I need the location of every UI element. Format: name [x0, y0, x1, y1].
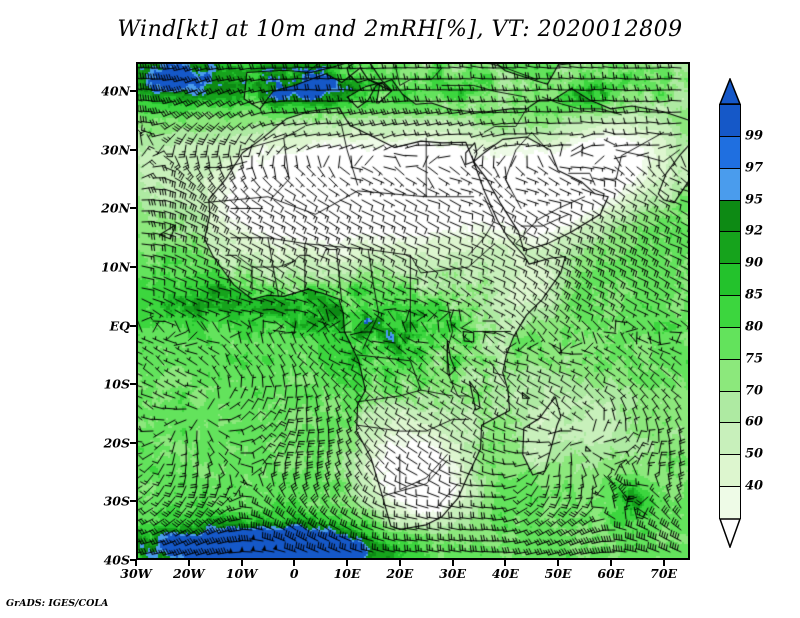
colorbar-segment: [719, 390, 741, 424]
lon-tick: [293, 560, 296, 566]
lon-tick: [346, 560, 349, 566]
lon-tick: [187, 560, 190, 566]
lon-tick-label: 40E: [491, 566, 519, 581]
lat-tick-label: 10N: [101, 259, 130, 275]
colorbar-segment: [719, 422, 741, 456]
lon-tick-label: 50E: [544, 566, 572, 581]
lon-tick-label: 20W: [173, 566, 205, 581]
colorbar-segment: [719, 454, 741, 488]
colorbar[interactable]: 99 97 95 92 90 85 80 75 70 60 50 40: [718, 76, 763, 550]
chart-title: Wind[kt] at 10m and 2mRH[%], VT: 2020012…: [117, 17, 683, 42]
colorbar-tick-label: 75: [745, 351, 764, 367]
lat-tick: [130, 266, 136, 269]
colorbar-segment: [719, 199, 741, 233]
latitude-axis: 40N 30N 20N 10N EQ 10S 20S 30S 40S: [78, 62, 130, 568]
colorbar-segment: [719, 231, 741, 265]
lat-tick-label: 40N: [101, 83, 130, 99]
lat-tick-label: 20S: [103, 435, 130, 451]
lon-tick-label: 10E: [333, 566, 361, 581]
lat-tick-label: 30S: [103, 493, 130, 509]
colorbar-tick-label: 92: [745, 223, 764, 239]
lat-tick: [130, 383, 136, 386]
lat-tick-label: 30N: [101, 142, 130, 158]
lon-tick: [504, 560, 507, 566]
map-canvas: [136, 62, 690, 560]
colorbar-segment: [719, 104, 741, 138]
lon-tick: [557, 560, 560, 566]
colorbar-tick-label: 95: [745, 192, 764, 208]
lon-tick-label: 30E: [439, 566, 467, 581]
lon-tick: [451, 560, 454, 566]
lon-tick-label: 70E: [650, 566, 678, 581]
lat-tick: [130, 324, 136, 327]
colorbar-below-min-arrow: [718, 518, 742, 550]
colorbar-tick-label: 97: [745, 160, 764, 176]
lon-tick: [609, 560, 612, 566]
lat-tick: [130, 441, 136, 444]
lon-tick: [135, 560, 137, 566]
lat-tick: [130, 559, 136, 561]
colorbar-tick-label: 99: [745, 128, 764, 144]
lat-tick: [130, 90, 136, 93]
lon-tick-label: 30W: [120, 566, 152, 581]
colorbar-tick-label: 80: [745, 319, 764, 335]
colorbar-segment: [719, 295, 741, 329]
lon-tick: [398, 560, 401, 566]
lat-tick: [130, 500, 136, 503]
map-plot-area[interactable]: [130, 62, 690, 566]
colorbar-tick-label: 40: [745, 478, 764, 494]
lat-tick-label: EQ: [109, 318, 130, 334]
colorbar-segment: [719, 326, 741, 361]
lat-tick-label: 10S: [103, 376, 130, 392]
colorbar-segment: [719, 358, 741, 393]
lat-tick-label: 40S: [103, 552, 130, 568]
lat-tick: [130, 148, 136, 151]
lon-tick-label: 0: [289, 566, 299, 581]
lat-tick: [130, 207, 136, 210]
lon-tick-label: 10W: [225, 566, 258, 581]
longitude-axis: 30W 20W 10W 0 10E 20E 30E 40E 50E 60E 70E: [120, 566, 690, 586]
colorbar-segment: [719, 486, 741, 520]
colorbar-tick-label: 60: [745, 414, 764, 430]
colorbar-segment: [719, 135, 741, 170]
footer-credit: GrADS: IGES/COLA: [6, 598, 109, 609]
lon-tick: [662, 560, 665, 566]
lon-tick-label: 60E: [597, 566, 625, 581]
lon-tick-label: 20E: [386, 566, 414, 581]
colorbar-segment: [719, 263, 741, 297]
colorbar-tick-label: 85: [745, 287, 764, 303]
colorbar-tick-label: 70: [745, 383, 764, 399]
colorbar-above-max-arrow: [718, 76, 742, 105]
lat-tick-label: 20N: [101, 200, 130, 216]
colorbar-tick-label: 50: [745, 446, 764, 462]
colorbar-segment: [719, 167, 741, 202]
lon-tick: [240, 560, 243, 566]
colorbar-tick-label: 90: [745, 255, 764, 271]
